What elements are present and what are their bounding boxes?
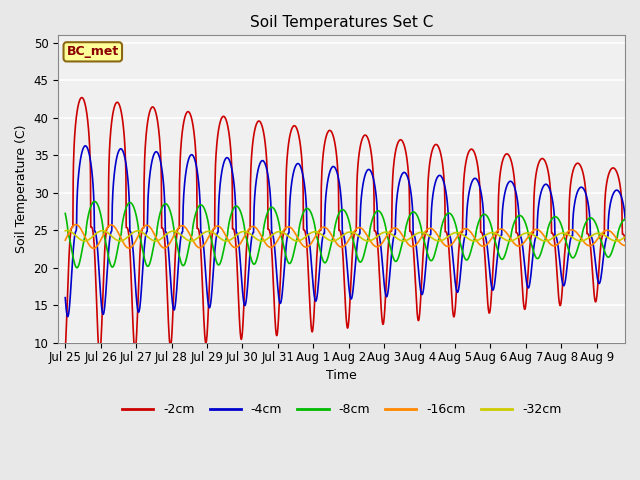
Title: Soil Temperatures Set C: Soil Temperatures Set C (250, 15, 433, 30)
X-axis label: Time: Time (326, 369, 357, 382)
Legend: -2cm, -4cm, -8cm, -16cm, -32cm: -2cm, -4cm, -8cm, -16cm, -32cm (116, 398, 566, 421)
Y-axis label: Soil Temperature (C): Soil Temperature (C) (15, 125, 28, 253)
Text: BC_met: BC_met (67, 45, 119, 59)
